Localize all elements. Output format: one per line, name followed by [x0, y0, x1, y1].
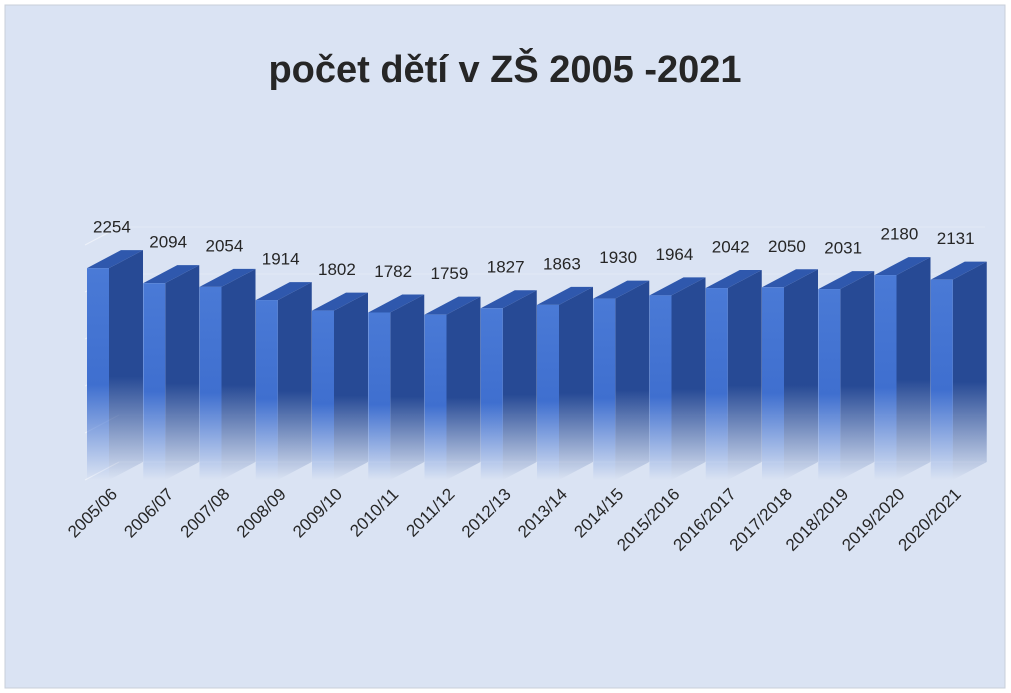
bar-top — [537, 286, 593, 305]
bar-top — [874, 257, 931, 276]
bar — [312, 292, 368, 480]
bar-front — [87, 268, 109, 480]
bar-side — [727, 270, 762, 480]
value-label: 2131 — [937, 229, 975, 248]
bar-top — [424, 296, 481, 315]
bar-side — [390, 294, 425, 480]
bar-side — [615, 280, 650, 480]
bar-front — [649, 295, 672, 480]
bar — [874, 257, 931, 480]
bar-side — [784, 269, 818, 480]
value-label: 2254 — [93, 218, 131, 237]
bar-top — [312, 292, 368, 311]
bar-side — [671, 277, 706, 480]
value-label: 1863 — [543, 254, 581, 273]
bar-side — [840, 271, 875, 480]
value-label: 2054 — [206, 236, 244, 255]
bar — [705, 270, 762, 480]
value-label: 2180 — [881, 225, 919, 244]
bar — [818, 271, 875, 480]
bar-top — [480, 290, 537, 309]
bar-top — [930, 261, 987, 280]
value-label: 1930 — [599, 248, 637, 267]
bar-side — [277, 282, 312, 480]
bar — [537, 286, 593, 480]
value-label: 1759 — [431, 264, 469, 283]
value-label: 2031 — [824, 239, 862, 258]
bar-side — [446, 296, 481, 480]
bar — [930, 261, 987, 480]
value-label: 1914 — [262, 250, 300, 269]
bar-side — [221, 268, 256, 480]
bar-front — [762, 287, 784, 480]
bar-side — [109, 250, 143, 480]
value-label: 2094 — [149, 233, 187, 252]
bar — [424, 296, 481, 480]
bar-front — [255, 300, 278, 480]
bar-front — [312, 310, 334, 480]
value-label: 1782 — [374, 262, 412, 281]
bar — [143, 265, 200, 480]
value-label: 1964 — [656, 245, 694, 264]
bar-front — [480, 308, 503, 480]
value-label: 1827 — [487, 258, 525, 277]
bar — [87, 250, 143, 480]
bar-side — [334, 292, 368, 480]
bar-top — [87, 250, 143, 269]
bar-front — [874, 275, 897, 480]
bar-front — [143, 283, 166, 480]
value-label: 1802 — [318, 260, 356, 279]
bar-side — [502, 290, 537, 480]
bar-front — [705, 288, 728, 480]
bar-top — [593, 280, 650, 299]
bar-front — [199, 286, 222, 480]
bar-front — [818, 289, 841, 480]
bar-front — [930, 279, 953, 480]
value-label: 2042 — [712, 238, 750, 257]
bar-front — [537, 304, 559, 480]
bar — [368, 294, 425, 480]
bar-top — [199, 268, 256, 287]
bar — [480, 290, 537, 480]
bar-top — [762, 269, 818, 288]
bar-side — [165, 265, 200, 480]
bar-top — [255, 282, 312, 301]
bar-side — [952, 261, 987, 480]
bar-top — [705, 270, 762, 289]
bar-top — [818, 271, 875, 290]
grid-line — [84, 226, 120, 246]
bar-top — [143, 265, 200, 284]
bar — [199, 268, 256, 480]
bar-front — [593, 298, 616, 480]
bar-top — [649, 277, 706, 296]
bar — [649, 277, 706, 480]
bar-side — [559, 286, 593, 480]
bar — [762, 269, 818, 480]
bar-side — [896, 257, 931, 480]
bar — [593, 280, 650, 480]
chart-title: počet dětí v ZŠ 2005 -2021 — [268, 46, 741, 91]
bar-front — [424, 314, 447, 480]
value-label: 2050 — [768, 237, 806, 256]
bar-top — [368, 294, 425, 313]
bar — [255, 282, 312, 480]
bar-front — [368, 312, 391, 480]
